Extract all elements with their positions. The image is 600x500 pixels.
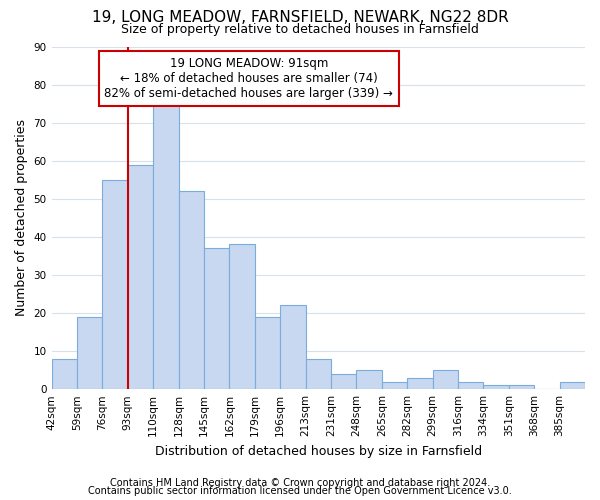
Bar <box>484 386 509 389</box>
X-axis label: Distribution of detached houses by size in Farnsfield: Distribution of detached houses by size … <box>155 444 482 458</box>
Bar <box>153 100 179 389</box>
Bar <box>128 164 153 389</box>
Bar <box>179 191 204 389</box>
Bar <box>280 306 305 389</box>
Bar <box>509 386 534 389</box>
Bar <box>458 382 484 389</box>
Text: Size of property relative to detached houses in Farnsfield: Size of property relative to detached ho… <box>121 22 479 36</box>
Bar <box>331 374 356 389</box>
Bar <box>382 382 407 389</box>
Bar <box>255 317 280 389</box>
Bar <box>407 378 433 389</box>
Text: Contains HM Land Registry data © Crown copyright and database right 2024.: Contains HM Land Registry data © Crown c… <box>110 478 490 488</box>
Bar <box>229 244 255 389</box>
Bar <box>77 317 103 389</box>
Bar <box>356 370 382 389</box>
Text: 19 LONG MEADOW: 91sqm
← 18% of detached houses are smaller (74)
82% of semi-deta: 19 LONG MEADOW: 91sqm ← 18% of detached … <box>104 57 394 100</box>
Text: Contains public sector information licensed under the Open Government Licence v3: Contains public sector information licen… <box>88 486 512 496</box>
Bar <box>433 370 458 389</box>
Y-axis label: Number of detached properties: Number of detached properties <box>15 120 28 316</box>
Bar <box>305 358 331 389</box>
Text: 19, LONG MEADOW, FARNSFIELD, NEWARK, NG22 8DR: 19, LONG MEADOW, FARNSFIELD, NEWARK, NG2… <box>92 10 508 25</box>
Bar <box>52 358 77 389</box>
Bar <box>560 382 585 389</box>
Bar <box>103 180 128 389</box>
Bar <box>204 248 229 389</box>
